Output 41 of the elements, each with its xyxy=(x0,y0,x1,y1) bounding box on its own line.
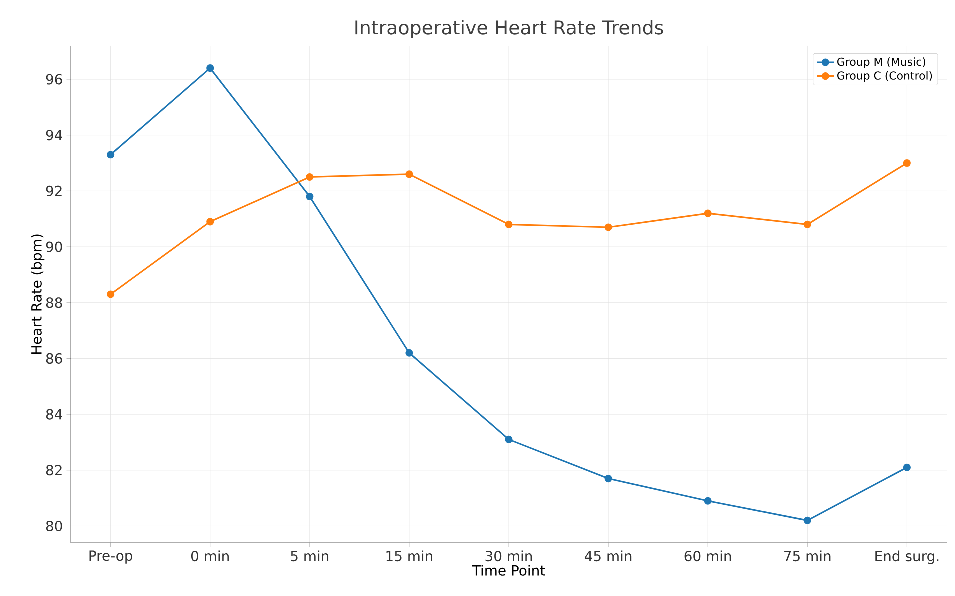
x-tick-label: 5 min xyxy=(291,550,329,562)
y-tick-label: 88 xyxy=(46,298,62,308)
point xyxy=(704,497,712,505)
legend-label: Group C (Control) xyxy=(838,71,932,82)
point xyxy=(804,220,812,228)
x-tick-label: Pre-op xyxy=(90,550,132,564)
point xyxy=(107,151,115,159)
y-tick-label: 80 xyxy=(46,520,62,532)
point xyxy=(306,173,314,182)
point xyxy=(306,192,314,201)
x-tick-label: 15 min xyxy=(386,550,432,562)
point xyxy=(604,474,612,483)
y-tick-label: 94 xyxy=(46,130,62,141)
x-tick-label: 45 min xyxy=(584,550,632,562)
x-axis-title: Time Point xyxy=(472,565,546,576)
x-tick-label: 60 min xyxy=(684,550,732,562)
point xyxy=(505,436,513,444)
y-axis-title: Heart Rate (bpm) xyxy=(31,234,45,354)
x-tick-label: 0 min xyxy=(191,550,229,562)
y-tick-label: 86 xyxy=(46,353,62,364)
point xyxy=(604,224,612,232)
point xyxy=(704,210,712,218)
x-tick-label: 75 min xyxy=(784,550,831,562)
point xyxy=(804,516,812,524)
point xyxy=(406,349,414,357)
y-tick-label: 96 xyxy=(46,74,62,85)
point xyxy=(206,218,214,226)
chart-title: Intraoperative Heart Rate Trends xyxy=(356,20,664,38)
point xyxy=(206,64,214,72)
y-tick-label: 90 xyxy=(46,242,62,252)
point xyxy=(505,220,513,228)
point xyxy=(107,290,115,298)
y-tick-label: 84 xyxy=(46,409,62,420)
x-tick-label: End surg. xyxy=(876,550,939,564)
legend-label: Group M (Music) xyxy=(838,58,926,68)
x-tick-label: 30 min xyxy=(486,550,532,562)
y-tick-label: 82 xyxy=(46,465,62,476)
y-tick-label: 92 xyxy=(46,186,62,196)
point xyxy=(903,464,911,472)
point xyxy=(406,170,414,178)
point xyxy=(903,159,911,168)
